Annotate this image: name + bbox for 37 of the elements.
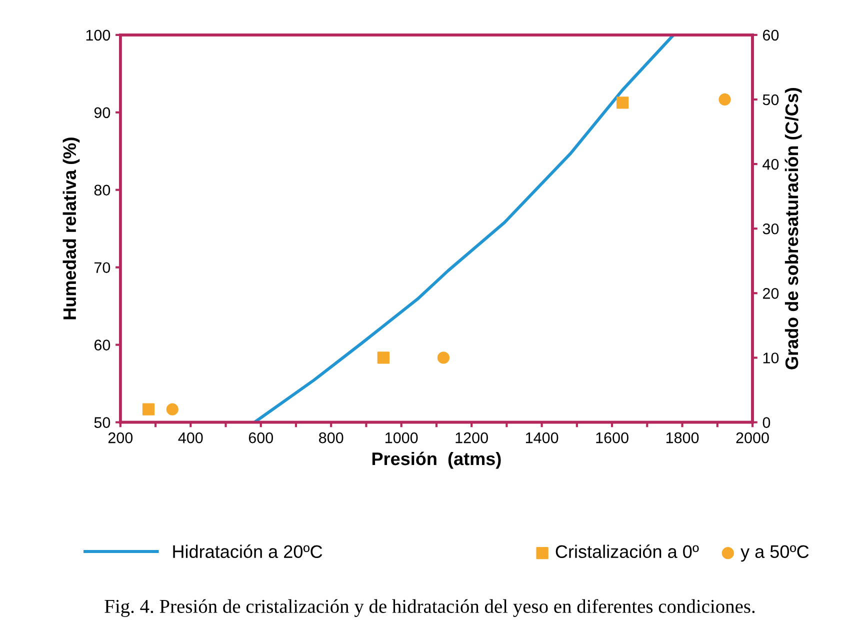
legend-label: y a 50ºC <box>740 545 809 562</box>
x-tick-label: 600 <box>248 432 274 444</box>
y2-tick-label: 20 <box>762 288 779 299</box>
x-tick-label: 800 <box>319 432 344 444</box>
x-tick-label: 1200 <box>456 432 488 444</box>
legend-label: Hidratación a 20ºC <box>173 544 322 558</box>
legend-label: Cristalización a 0º <box>556 544 699 558</box>
y-tick-label: 50 <box>94 417 110 428</box>
point <box>718 93 731 106</box>
y-axis-title: Humedad relativa (%) <box>62 138 80 320</box>
y-tick-label: 60 <box>94 340 110 350</box>
x-tick-label: 400 <box>178 432 203 444</box>
point <box>377 352 390 364</box>
point <box>142 403 155 416</box>
y2-tick-label: 50 <box>762 94 779 106</box>
x-tick-label: 1000 <box>386 432 418 444</box>
point <box>616 96 629 109</box>
y2-tick-label: 0 <box>762 417 770 428</box>
line-series <box>253 34 676 422</box>
point <box>166 403 178 416</box>
y2-tick-label: 40 <box>762 158 779 170</box>
x-tick-label: 1400 <box>526 432 558 444</box>
y2-axis-title: Grado de sobresaturación (C/Cs) <box>784 88 802 370</box>
y2-tick-label: 30 <box>762 223 779 234</box>
y2-tick-label: 10 <box>763 352 779 364</box>
y-tick-label: 80 <box>94 184 110 196</box>
y-tick-label: 100 <box>86 30 110 41</box>
x-tick-label: 200 <box>108 432 133 444</box>
y-tick-label: 70 <box>94 262 110 274</box>
point <box>437 352 450 364</box>
caption: Fig. 4. Presión de cristalización y de hidratación del yeso en diferentes condiciones. <box>104 599 755 617</box>
y-tick-label: 90 <box>94 107 110 118</box>
x-tick-label: 1800 <box>666 432 699 444</box>
y2-tick-label: 60 <box>763 30 779 41</box>
x-axis-title: Presión (atms) <box>372 452 501 469</box>
x-tick-label: 2000 <box>736 432 769 444</box>
x-tick-label: 1600 <box>596 432 628 444</box>
